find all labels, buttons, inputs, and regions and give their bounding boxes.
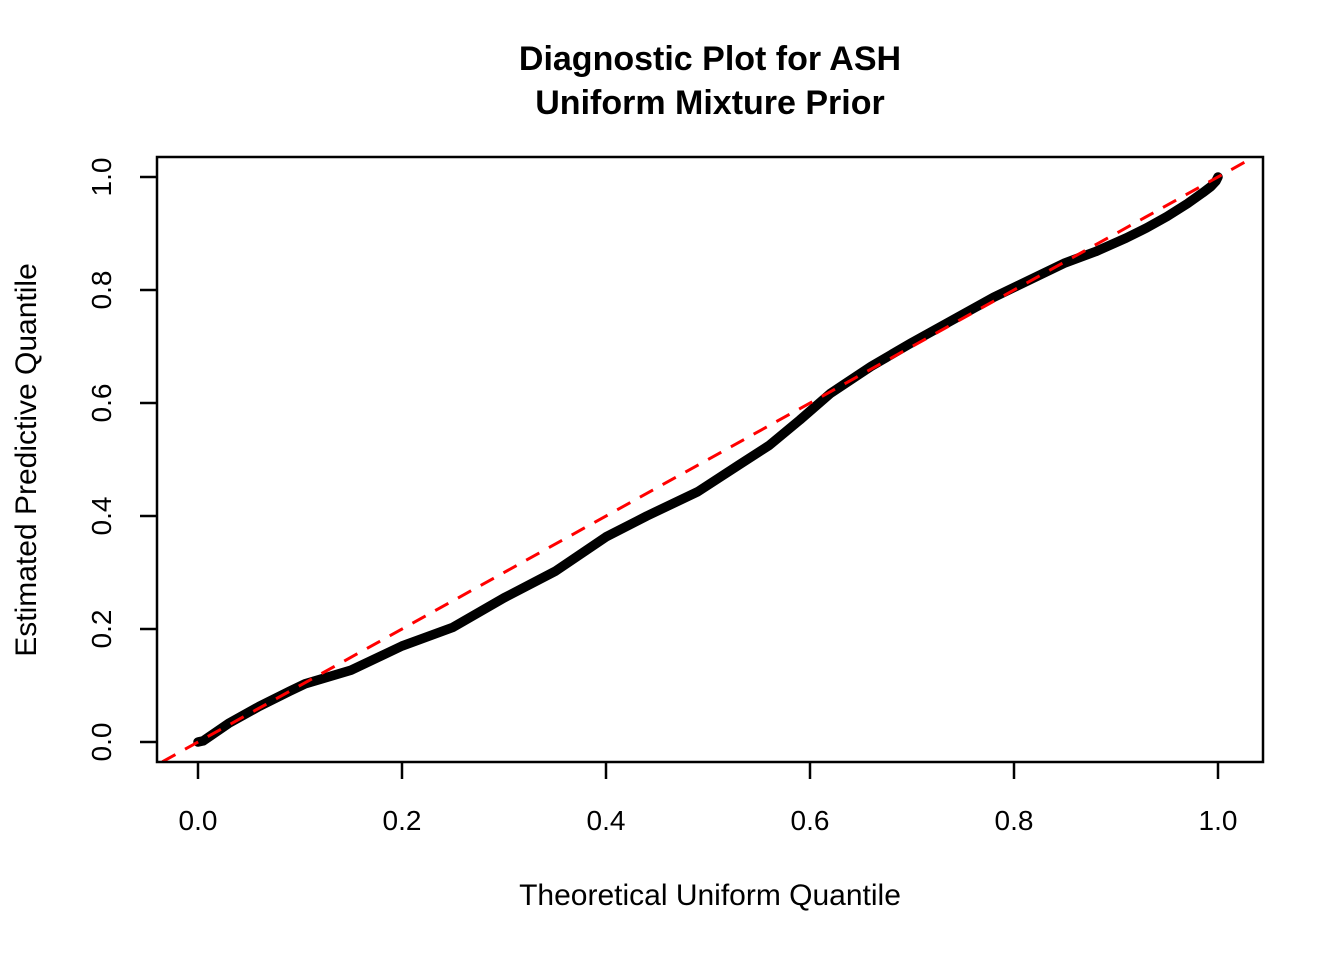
x-tick-label: 1.0	[1199, 805, 1238, 836]
qq-curve	[193, 172, 1223, 747]
x-tick-label: 0.4	[587, 805, 626, 836]
y-tick-label: 0.2	[86, 610, 117, 649]
reference-line	[161, 155, 1255, 764]
plot-title-line-2: Uniform Mixture Prior	[535, 84, 885, 122]
x-tick-label: 0.2	[383, 805, 422, 836]
y-tick-label: 0.4	[86, 497, 117, 536]
y-tick-label: 0.8	[86, 271, 117, 310]
plot-box	[155, 155, 1265, 764]
x-tick-label: 0.8	[995, 805, 1034, 836]
x-tick-label: 0.0	[179, 805, 218, 836]
x-axis-title: Theoretical Uniform Quantile	[519, 879, 901, 912]
x-tick-label: 0.6	[791, 805, 830, 836]
y-tick-label: 0.6	[86, 384, 117, 423]
plot-title-line-1: Diagnostic Plot for ASH	[518, 40, 902, 78]
y-tick-label: 1.0	[86, 158, 117, 197]
y-tick-label: 0.0	[86, 723, 117, 762]
y-axis-title: Estimated Predictive Quantile	[10, 263, 43, 657]
plot-title: Diagnostic Plot for ASH Uniform Mixture …	[157, 37, 1263, 125]
